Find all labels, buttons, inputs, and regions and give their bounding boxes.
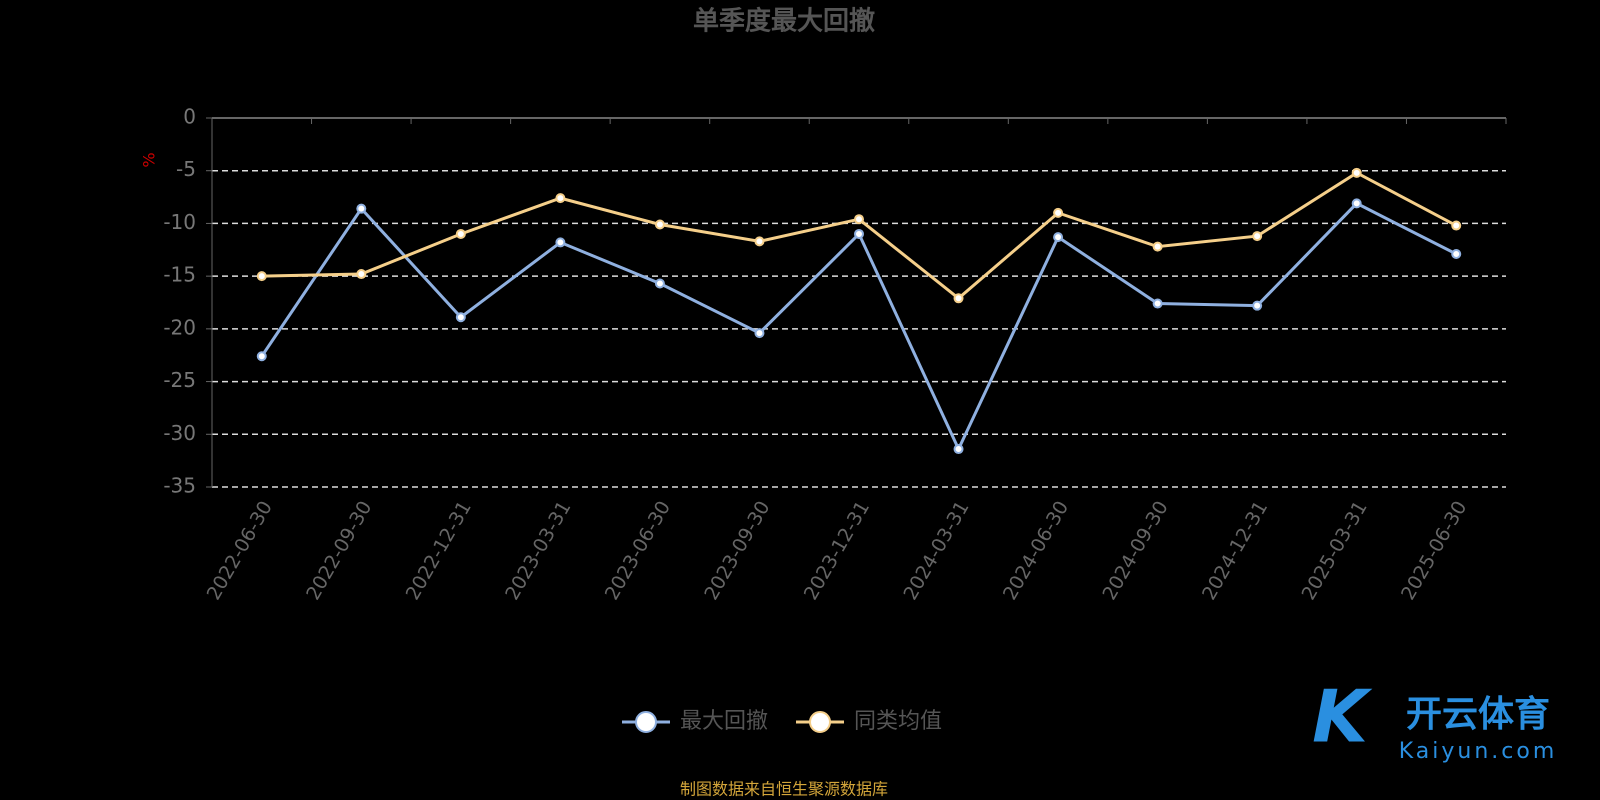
data-point — [1252, 300, 1263, 311]
chart-title: 单季度最大回撤 — [693, 6, 875, 37]
x-tick-label: 2022-09-30 — [302, 497, 376, 604]
data-point — [754, 328, 765, 339]
data-point — [356, 269, 367, 280]
data-point — [754, 236, 765, 247]
x-tick-label: 2025-03-31 — [1298, 497, 1372, 604]
data-point — [654, 219, 665, 230]
y-axis-label: % — [140, 152, 159, 167]
data-point — [1053, 232, 1064, 243]
legend-item[interactable]: 最大回撤 — [622, 709, 768, 734]
data-point — [455, 228, 466, 239]
data-point — [1451, 249, 1462, 260]
data-point — [555, 237, 566, 248]
data-point — [854, 228, 864, 239]
data-point — [455, 312, 466, 323]
x-tick-label: 2024-06-30 — [999, 497, 1073, 604]
data-point — [1451, 220, 1462, 231]
source-note: 制图数据来自恒生聚源数据库 — [680, 780, 888, 799]
legend-marker — [809, 711, 831, 733]
data-point — [854, 214, 864, 225]
watermark-site: Kaiyun.com — [1399, 739, 1558, 764]
data-point — [555, 193, 566, 204]
data-point — [1351, 198, 1362, 209]
x-tick-label: 2022-06-30 — [203, 497, 277, 604]
legend-marker — [635, 711, 657, 733]
y-tick-label: -5 — [176, 157, 196, 181]
data-point — [256, 351, 267, 362]
data-point — [1351, 167, 1362, 178]
data-point — [256, 271, 267, 282]
y-tick-label: 0 — [183, 105, 196, 129]
y-tick-label: -15 — [163, 263, 196, 287]
x-tick-label: 2023-06-30 — [601, 497, 675, 604]
y-tick-label: -20 — [163, 315, 196, 339]
y-tick-label: -25 — [163, 368, 196, 392]
y-tick-label: -35 — [163, 474, 196, 498]
y-tick-label: -10 — [163, 210, 196, 234]
data-point — [953, 293, 964, 304]
data-point — [1152, 298, 1163, 309]
legend-label: 同类均值 — [854, 709, 942, 734]
x-tick-label: 2024-03-31 — [899, 497, 973, 604]
x-tick-label: 2024-12-31 — [1198, 497, 1272, 604]
legend-item[interactable]: 同类均值 — [796, 709, 942, 734]
data-point — [1053, 207, 1064, 218]
data-point — [1252, 231, 1263, 242]
y-tick-label: -30 — [163, 421, 196, 445]
x-tick-label: 2022-12-31 — [402, 497, 476, 604]
series-line — [260, 201, 1457, 453]
data-point — [356, 203, 367, 214]
data-point — [654, 278, 665, 289]
x-tick-label: 2023-12-31 — [800, 497, 874, 604]
x-tick-label: 2023-03-31 — [501, 497, 575, 604]
x-tick-label: 2025-06-30 — [1397, 497, 1471, 604]
x-tick-label: 2023-09-30 — [700, 497, 774, 604]
watermark-brand: 开云体育 — [1406, 694, 1550, 735]
legend-label: 最大回撤 — [680, 709, 768, 734]
data-point — [1152, 241, 1163, 252]
x-tick-label: 2024-09-30 — [1098, 497, 1172, 604]
watermark: K 开云体育 Kaiyun.com — [1312, 675, 1558, 764]
data-point — [953, 444, 964, 455]
watermark-logo: K — [1312, 675, 1373, 759]
